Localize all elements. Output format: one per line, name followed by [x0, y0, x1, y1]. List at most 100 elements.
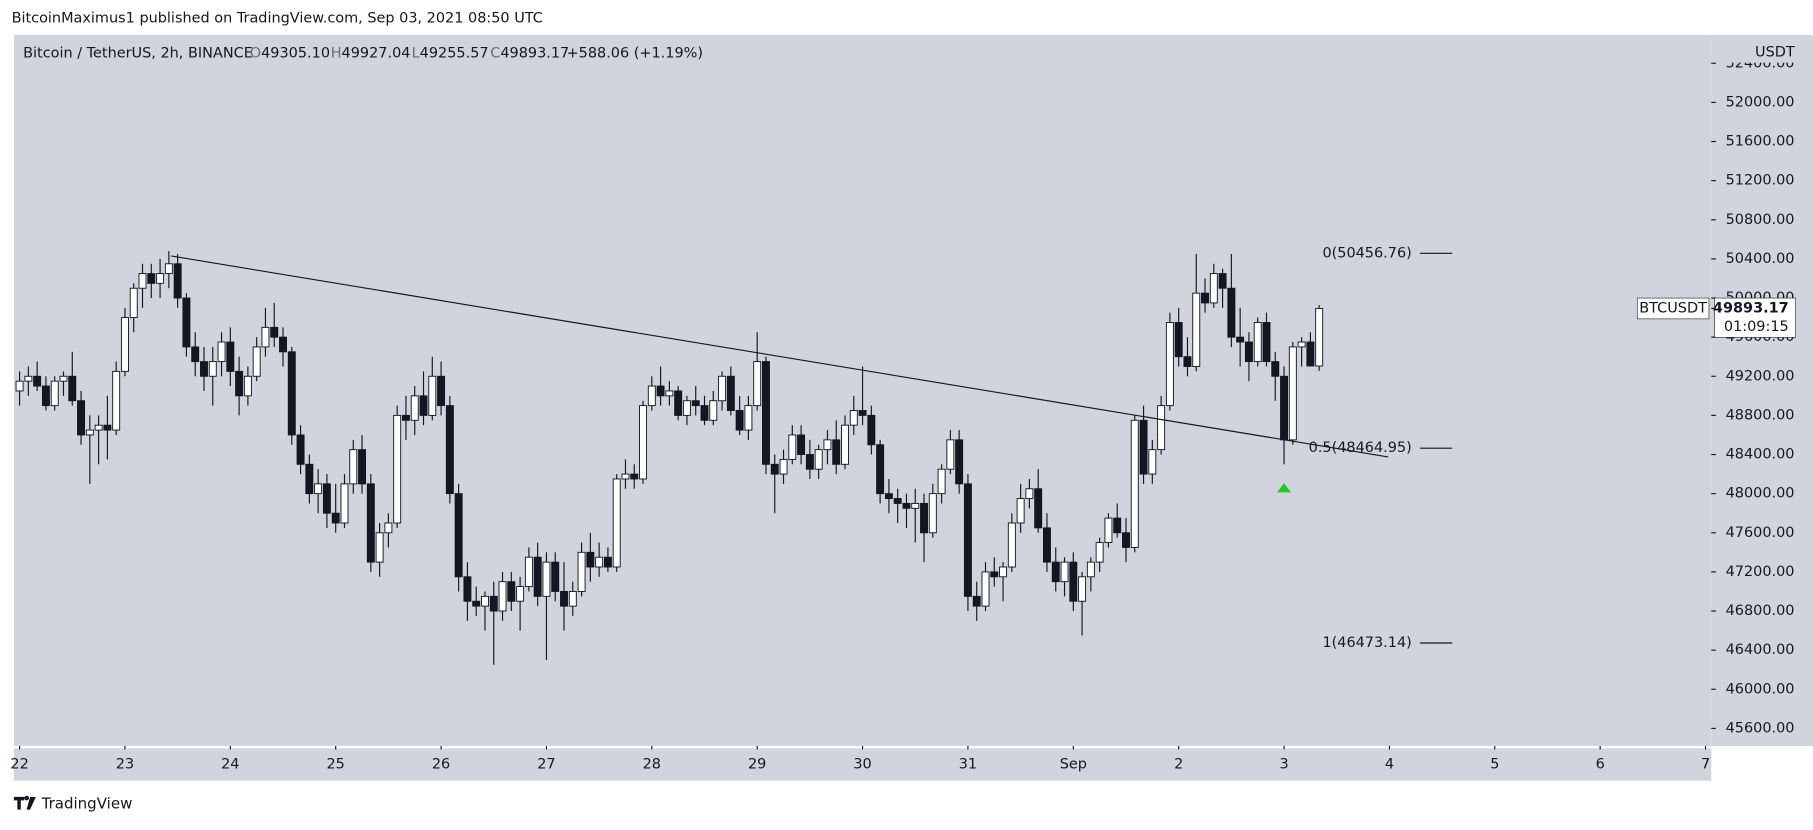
candle-up	[94, 424, 103, 431]
x-tick-label: 29	[748, 757, 766, 773]
candle-down	[41, 385, 50, 407]
candle-down	[173, 263, 182, 299]
x-tick-label: 27	[537, 757, 555, 773]
candle-down	[1139, 419, 1148, 475]
candle-up	[568, 590, 577, 607]
candle-up	[595, 556, 604, 568]
candle-up	[1130, 419, 1139, 548]
candle-down	[472, 600, 481, 607]
candle-down	[191, 346, 200, 363]
symbol-box	[1636, 297, 1710, 320]
candle-down	[858, 410, 867, 416]
candle-down	[287, 351, 296, 436]
candle-up	[1165, 322, 1174, 407]
y-tick-label: 50800.00	[1726, 212, 1795, 228]
ohlc-low: L49255.57	[412, 45, 489, 61]
candle-up	[349, 449, 358, 485]
key: H	[331, 45, 342, 61]
candle-up	[814, 449, 823, 470]
candle-up	[1288, 346, 1297, 441]
symbol-label: BTCUSDT	[1639, 300, 1707, 316]
candle-down	[77, 400, 86, 436]
candle-up	[1315, 308, 1324, 367]
candle-down	[832, 439, 841, 465]
candle-up	[639, 405, 648, 480]
candle-up	[1016, 498, 1025, 524]
candle-down	[296, 434, 305, 465]
ohlc-high: H49927.04	[331, 45, 411, 61]
candle-up	[981, 571, 990, 607]
y-tick-label: 45600.00	[1726, 720, 1795, 736]
candle-up	[138, 273, 147, 289]
candle-down	[1306, 341, 1315, 367]
y-tick-label: 46800.00	[1726, 603, 1795, 619]
x-tick-label: 24	[221, 757, 239, 773]
candle-down	[489, 595, 498, 612]
candle-down	[419, 395, 428, 416]
y-tick-label: 47200.00	[1726, 564, 1795, 580]
candle-up	[1025, 488, 1034, 499]
candle-up	[129, 287, 138, 319]
candle-up	[393, 414, 402, 524]
candle-down	[1069, 561, 1078, 602]
fib-label: 0.5(48464.95)	[1309, 440, 1412, 456]
candle-down	[691, 400, 700, 407]
candle-up	[753, 361, 762, 407]
ohlc-open: O49305.10	[250, 45, 330, 61]
chart-layer: 45600.00 46000.00 46400.00 46800.00 47200.00…	[10, 41, 1811, 773]
y-tick-label: 48000.00	[1726, 486, 1795, 502]
x-tick-label: 25	[327, 757, 345, 773]
candle-up	[682, 400, 691, 416]
candle-down	[761, 361, 770, 465]
candle-up	[498, 581, 507, 612]
candle-up	[779, 458, 788, 475]
unit-bg	[1715, 41, 1811, 63]
candle-up	[999, 566, 1008, 578]
candle-up	[946, 439, 955, 470]
x-tick-label: 22	[10, 757, 28, 773]
price-box	[1714, 297, 1796, 338]
candle-down	[507, 581, 516, 602]
candle-down	[630, 473, 639, 480]
ohlc-close: C49893.17	[490, 45, 569, 61]
candle-down	[1051, 561, 1060, 583]
y-tick-label: 51600.00	[1726, 134, 1795, 150]
candle-down	[770, 463, 779, 475]
candle-down	[279, 336, 287, 353]
x-tick-label: 28	[643, 757, 661, 773]
candle-down	[726, 375, 735, 411]
candle-down	[463, 576, 472, 602]
candle-down	[401, 414, 410, 421]
candle-up	[1086, 561, 1095, 578]
candle-down	[1271, 361, 1280, 377]
candle-down	[147, 273, 156, 284]
candle-up	[314, 483, 323, 495]
candle-up	[516, 586, 525, 602]
candle-up	[911, 502, 920, 509]
candle-down	[437, 375, 446, 407]
candle-up	[744, 405, 753, 431]
candle-down	[366, 483, 375, 563]
countdown: 01:09:15	[1724, 319, 1789, 335]
candle-down	[955, 439, 964, 485]
candle-down	[1183, 356, 1192, 367]
candle-down	[1174, 322, 1183, 358]
legend: Bitcoin / TetherUS, 2h, BINANCE O49305.1…	[23, 45, 703, 61]
brand: TradingView	[41, 794, 133, 812]
candle-up	[928, 493, 937, 534]
candle-down	[270, 326, 279, 338]
candle-down	[876, 444, 885, 495]
candle-up	[524, 556, 533, 588]
candle-up	[937, 468, 946, 495]
x-tick-label: 5	[1490, 757, 1499, 773]
candle-up	[340, 483, 349, 524]
candle-down	[805, 454, 814, 470]
candle-down	[603, 556, 612, 568]
candle-down	[68, 375, 77, 402]
candle-up	[542, 561, 551, 597]
candle-up	[621, 473, 630, 480]
candle-up	[120, 317, 129, 372]
candle-down	[700, 405, 709, 421]
